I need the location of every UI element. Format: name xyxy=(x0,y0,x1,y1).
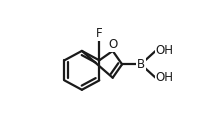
Text: F: F xyxy=(96,27,103,40)
Text: OH: OH xyxy=(156,71,174,84)
Text: O: O xyxy=(108,38,117,51)
Text: B: B xyxy=(137,58,145,71)
Text: OH: OH xyxy=(156,44,174,57)
